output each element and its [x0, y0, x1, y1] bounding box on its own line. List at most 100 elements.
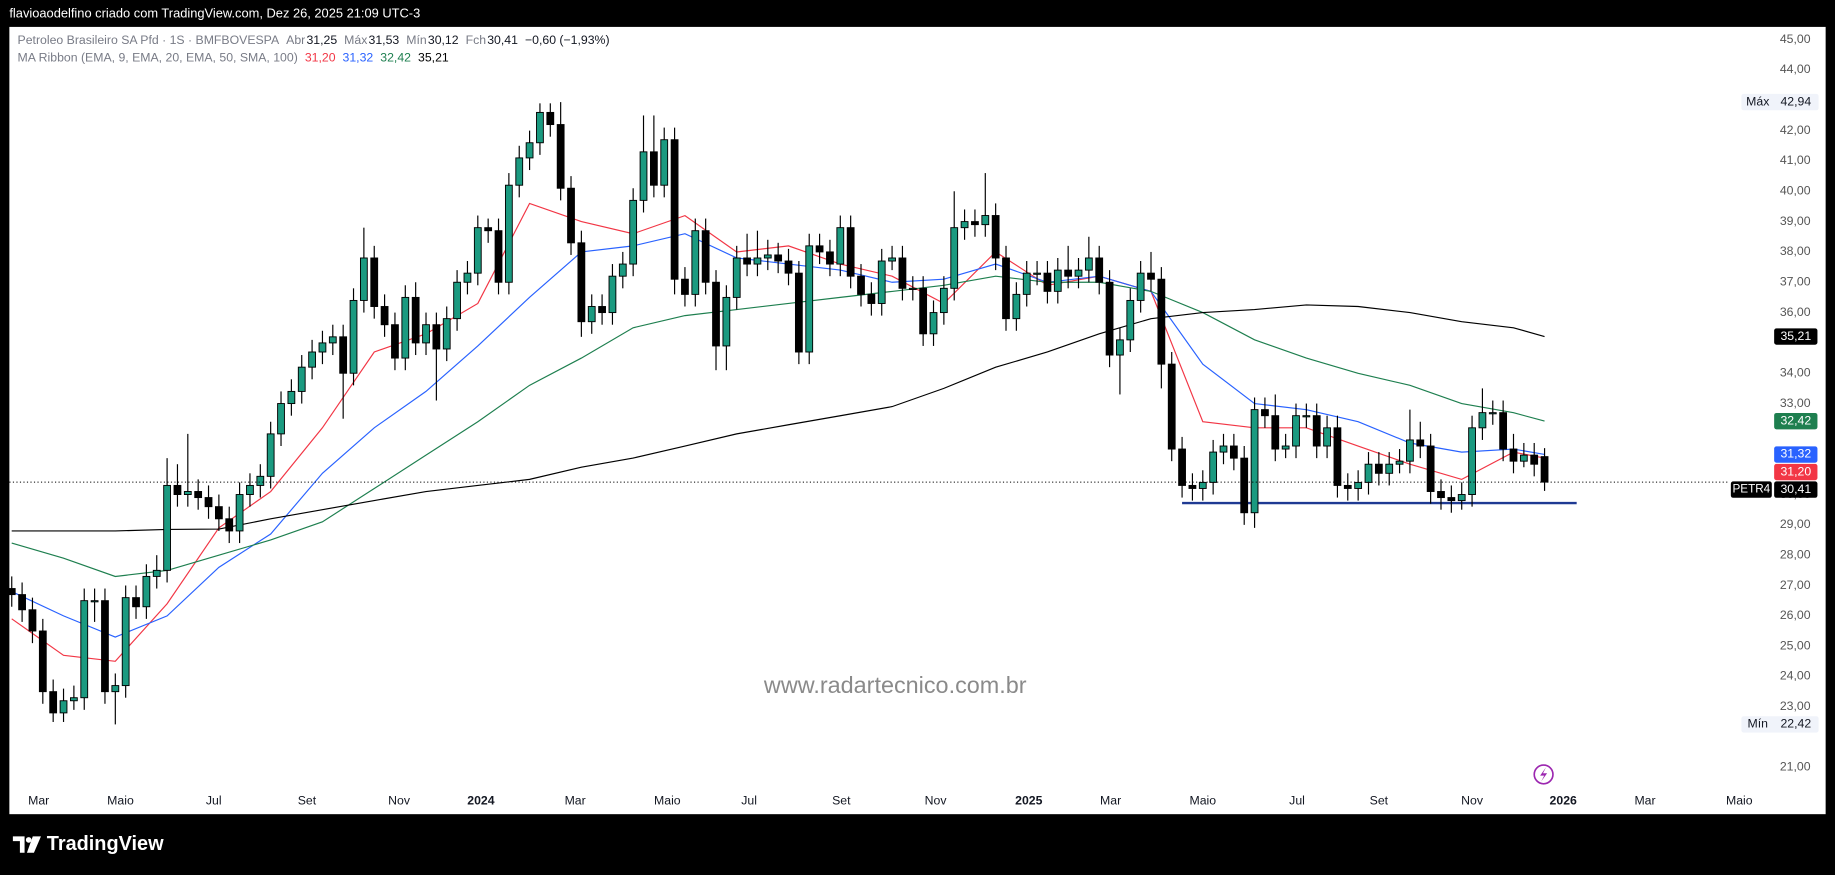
candle-body [59, 700, 68, 714]
candle-body [484, 227, 493, 232]
candle-body [877, 260, 886, 304]
x-tick-label: Nov [925, 794, 948, 808]
x-tick-label: Mar [1100, 794, 1121, 808]
candle-body [1426, 445, 1435, 492]
candle-body [1136, 272, 1145, 301]
candle-body [256, 475, 265, 486]
price-badge [1774, 328, 1818, 345]
candle-body [463, 272, 472, 283]
candle-body [1043, 272, 1052, 292]
candle-body [1167, 363, 1176, 450]
y-tick-label: 34,00 [1780, 365, 1811, 379]
price-badge [1774, 481, 1818, 498]
candle-body [1188, 484, 1197, 489]
candle-body [898, 257, 907, 289]
candle-body [38, 630, 47, 693]
candle-body [1178, 448, 1186, 486]
y-tick-label: 21,00 [1780, 760, 1811, 774]
indicator-value: 32,42 [380, 51, 411, 65]
x-tick-label: 2026 [1550, 794, 1577, 808]
y-tick-label: 42,00 [1780, 123, 1811, 137]
ohlc-field-value: 31,25 [306, 33, 337, 47]
candle-body [411, 296, 420, 344]
candle-body [1488, 412, 1497, 415]
candle-body [567, 187, 575, 244]
candle-body [1354, 481, 1363, 489]
candle-body [69, 697, 78, 702]
x-tick-label: Jul [206, 794, 222, 808]
x-tick-label: Set [1370, 794, 1389, 808]
ma-line [11, 275, 1545, 578]
x-tick-label: Maio [654, 794, 681, 808]
y-tick-label: 45,00 [1780, 32, 1811, 46]
candle-body [1002, 257, 1010, 320]
candle-body [204, 497, 213, 508]
candle-body [1406, 439, 1414, 462]
y-tick-label: 38,00 [1780, 244, 1811, 258]
price-badge [1774, 463, 1818, 481]
candle-body [919, 287, 928, 335]
y-tick-label: 44,00 [1780, 62, 1811, 76]
candle-body [1157, 278, 1166, 365]
min-badge [1741, 716, 1819, 733]
candle-body [1457, 494, 1466, 502]
candle-body [183, 491, 192, 496]
candle-body [1509, 448, 1518, 462]
candle-body [453, 281, 461, 320]
candle-body [1416, 439, 1425, 447]
candle-body [121, 597, 130, 687]
candle-body [608, 275, 617, 314]
y-tick-label: 41,00 [1780, 153, 1811, 167]
candle-body [774, 254, 783, 262]
candle-body [328, 336, 337, 344]
candle-body [629, 199, 638, 265]
candle-body [743, 257, 751, 265]
price-badge-label: 30,41 [1780, 482, 1811, 496]
candle-body [504, 184, 513, 283]
candle-body [1530, 454, 1539, 465]
candle-body [442, 318, 451, 350]
candle-body [235, 494, 244, 532]
candle-body [960, 221, 969, 229]
candle-body [857, 275, 865, 295]
x-tick-label: 2025 [1015, 794, 1042, 808]
chart-panel [9, 26, 1826, 815]
candle-body [494, 230, 503, 283]
candle-body [49, 691, 58, 714]
price-badge-label: 31,32 [1780, 447, 1811, 461]
candle-body [598, 306, 606, 314]
candle-body [297, 366, 306, 392]
candle-body [1395, 460, 1404, 465]
candle-body [681, 278, 689, 295]
candle-body [1374, 463, 1383, 474]
candle-body [152, 569, 161, 577]
candle-body [846, 227, 855, 277]
ohlc-field-name: Fch [466, 33, 487, 47]
candle-body [525, 142, 534, 159]
ohlc-field-value: 30,41 [487, 33, 518, 47]
candle-body [867, 293, 876, 304]
y-tick-label: 29,00 [1780, 517, 1811, 531]
candle-body [587, 306, 596, 323]
candle-body [805, 245, 814, 353]
candle-body [1323, 427, 1331, 447]
x-tick-label: Mar [565, 794, 586, 808]
x-tick-label: Maio [1189, 794, 1216, 808]
ohlc-field-name: Máx [344, 33, 367, 47]
x-tick-label: Maio [107, 794, 134, 808]
max-badge-value: 42,94 [1780, 94, 1811, 108]
brand-name: TradingView [47, 833, 164, 855]
candle-body [836, 227, 845, 265]
candle-body [80, 600, 89, 699]
candle-body [1312, 415, 1321, 447]
candle-body [815, 245, 824, 253]
candle-body [556, 124, 565, 189]
candle-body [1540, 456, 1549, 483]
x-tick-label: Set [832, 794, 851, 808]
candle-body [18, 594, 26, 611]
ohlc-field-name: Abr [286, 33, 305, 47]
indicator-value: 31,20 [305, 51, 336, 65]
candle-body [1033, 272, 1041, 275]
x-tick-label: Mar [1634, 794, 1655, 808]
